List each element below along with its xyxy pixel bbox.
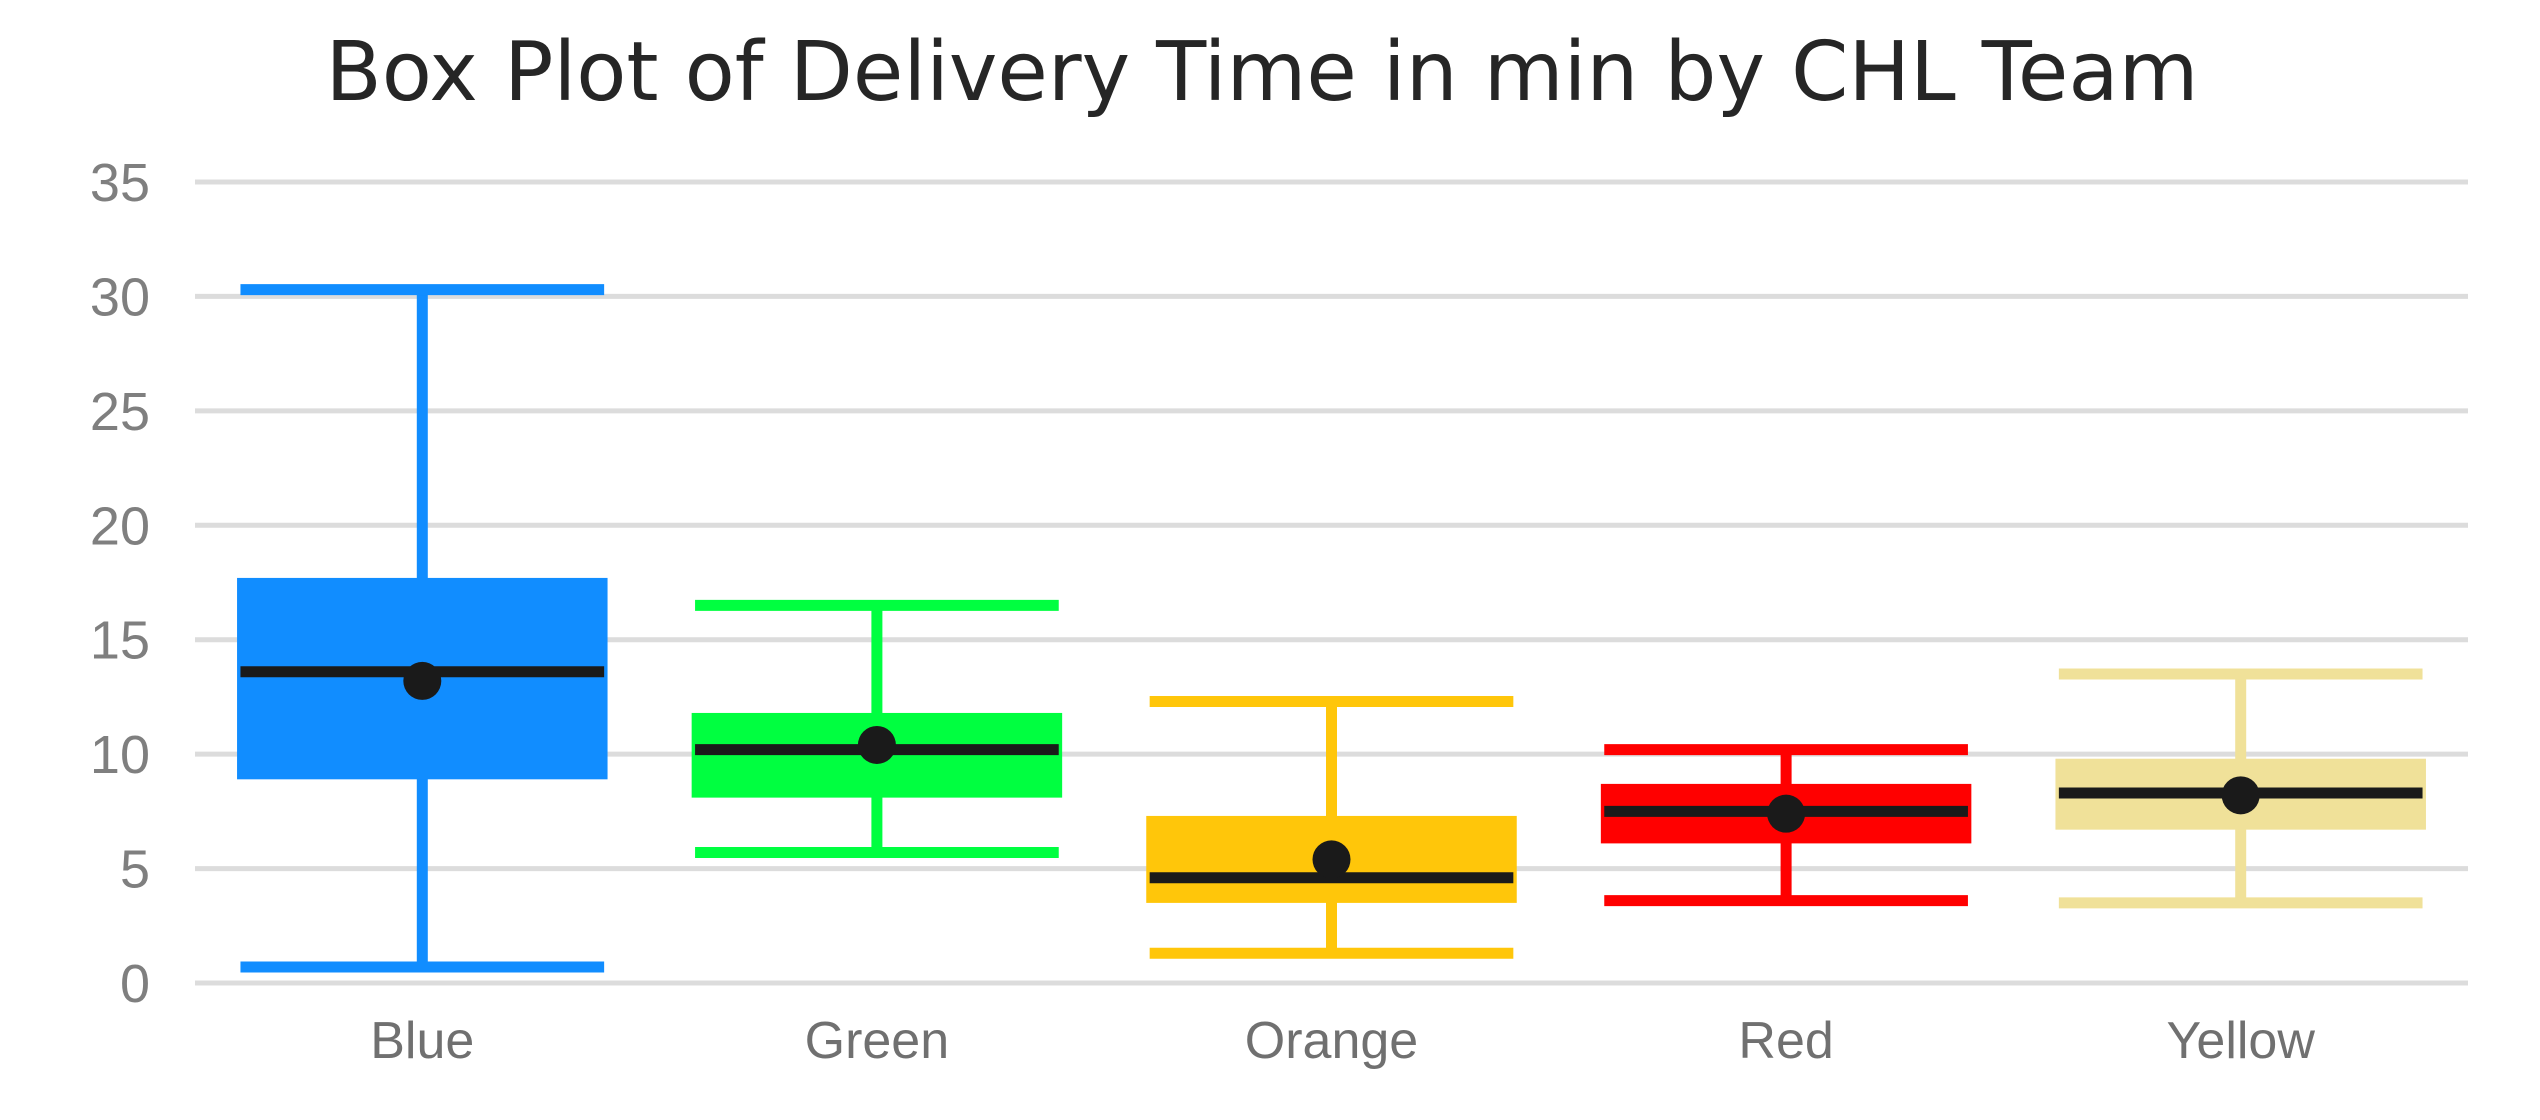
y-tick-label-5: 5 xyxy=(120,840,150,900)
mean-marker-yellow xyxy=(2221,776,2260,815)
y-axis-tick-labels: 0 5 10 15 20 25 30 35 xyxy=(90,153,150,1014)
mean-marker-blue xyxy=(403,661,442,700)
y-tick-label-0: 0 xyxy=(120,954,150,1014)
mean-marker-orange xyxy=(1312,840,1351,879)
y-tick-label-35: 35 xyxy=(90,153,150,213)
y-tick-label-25: 25 xyxy=(90,382,150,442)
mean-marker-green xyxy=(857,725,896,764)
y-tick-label-10: 10 xyxy=(90,725,150,785)
box-group-yellow xyxy=(2055,668,2426,909)
y-tick-label-15: 15 xyxy=(90,611,150,671)
box-group-red xyxy=(1600,744,1972,907)
box-group-orange xyxy=(1146,696,1517,959)
mean-marker-red xyxy=(1767,794,1806,833)
x-tick-label-blue: Blue xyxy=(370,1012,474,1070)
box-series xyxy=(237,284,2426,973)
box-group-blue xyxy=(237,284,608,973)
y-tick-label-20: 20 xyxy=(90,496,150,556)
x-axis-category-labels: Blue Green Orange Red Yellow xyxy=(370,1012,2315,1070)
chart-title: Box Plot of Delivery Time in min by CHL … xyxy=(326,25,2199,120)
x-tick-label-yellow: Yellow xyxy=(2166,1012,2315,1070)
x-tick-label-orange: Orange xyxy=(1245,1012,1418,1070)
x-tick-label-green: Green xyxy=(805,1012,950,1070)
box-group-green xyxy=(691,599,1063,859)
y-tick-label-30: 30 xyxy=(90,267,150,327)
x-tick-label-red: Red xyxy=(1738,1012,1833,1070)
